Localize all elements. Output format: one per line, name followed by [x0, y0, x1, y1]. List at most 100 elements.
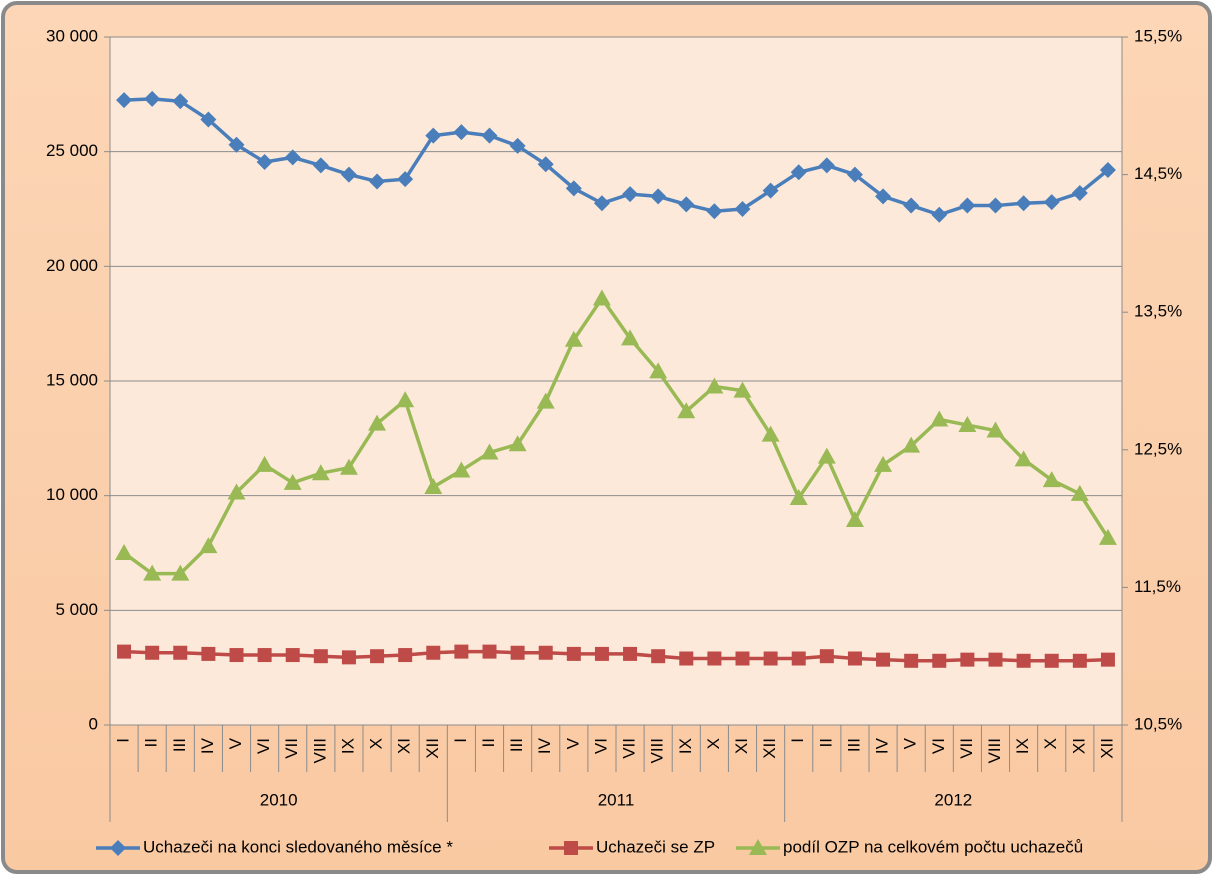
marker — [480, 443, 499, 460]
marker — [1043, 194, 1060, 211]
x-tick-label: XII — [1097, 738, 1116, 759]
marker — [876, 652, 891, 667]
marker — [453, 124, 470, 141]
marker — [509, 137, 526, 154]
marker — [1016, 653, 1031, 668]
marker — [285, 648, 300, 663]
y-tick-label: 10 000 — [46, 485, 98, 504]
marker — [341, 650, 356, 665]
marker — [847, 651, 862, 666]
legend-label: podíl OZP na celkovém počtu uchazečů — [783, 837, 1083, 856]
marker — [650, 188, 667, 205]
marker — [932, 653, 947, 668]
marker — [622, 186, 639, 203]
marker — [481, 127, 498, 144]
marker — [143, 564, 162, 581]
x-tick-label: XI — [1069, 738, 1088, 754]
marker — [845, 510, 864, 527]
x-tick-label: I — [788, 738, 807, 743]
marker — [734, 201, 751, 217]
x-tick-label: IV — [873, 737, 892, 754]
x-group-label: 2010 — [260, 790, 298, 809]
x-tick-label: IX — [676, 738, 695, 754]
marker — [144, 90, 161, 107]
x-tick-label: X — [367, 738, 386, 749]
marker — [117, 644, 132, 659]
marker — [424, 477, 443, 494]
x-tick-label: VIII — [310, 738, 329, 764]
marker — [594, 646, 609, 661]
marker — [986, 421, 1005, 438]
marker — [763, 651, 778, 666]
marker — [229, 648, 244, 663]
marker — [339, 458, 358, 475]
marker — [790, 164, 807, 181]
y2-tick-label: 13,5% — [1134, 302, 1182, 321]
marker — [510, 645, 525, 660]
marker — [370, 649, 385, 664]
marker — [707, 651, 722, 666]
legend-label: Uchazeči na konci sledovaného měsíce * — [143, 837, 453, 856]
marker — [257, 648, 272, 663]
x-tick-label: XI — [395, 738, 414, 754]
marker — [115, 544, 134, 560]
marker — [201, 646, 216, 661]
marker — [566, 646, 581, 661]
x-tick-label: VI — [254, 738, 273, 754]
y-tick-label: 30 000 — [46, 26, 98, 45]
x-tick-label: V — [901, 737, 920, 749]
marker — [1071, 184, 1088, 201]
marker — [649, 362, 668, 379]
marker — [228, 136, 245, 153]
marker — [1015, 195, 1032, 212]
marker — [200, 111, 217, 128]
x-tick-label: II — [816, 738, 835, 747]
marker — [789, 488, 808, 505]
y-tick-label: 0 — [89, 714, 98, 733]
x-group-label: 2012 — [934, 790, 972, 809]
marker — [396, 391, 415, 408]
x-tick-label: VI — [591, 738, 610, 754]
legend-marker — [110, 840, 126, 856]
x-tick-label: VI — [929, 738, 948, 754]
marker — [368, 414, 387, 431]
marker — [623, 646, 638, 661]
marker — [145, 645, 160, 660]
marker — [199, 537, 218, 554]
marker — [762, 182, 779, 199]
x-group-label: 2011 — [598, 790, 635, 809]
x-tick-label: VII — [620, 738, 639, 759]
marker — [902, 436, 921, 453]
legend-marker — [564, 841, 578, 855]
x-tick-label: I — [451, 738, 470, 743]
marker — [313, 649, 328, 664]
y2-tick-label: 10,5% — [1134, 714, 1182, 733]
x-tick-label: IV — [198, 737, 217, 754]
y-tick-label: 15 000 — [46, 370, 98, 389]
marker — [931, 206, 948, 223]
x-tick-label: VII — [282, 738, 301, 759]
x-tick-label: IX — [338, 738, 357, 754]
legend-marker — [749, 839, 767, 855]
marker — [960, 652, 975, 667]
y-tick-label: 5 000 — [55, 600, 98, 619]
y-tick-label: 25 000 — [46, 141, 98, 160]
marker — [705, 377, 724, 394]
marker — [761, 425, 780, 442]
marker — [592, 289, 611, 306]
x-tick-label: III — [507, 738, 526, 752]
marker — [1044, 653, 1059, 668]
x-tick-label: III — [844, 738, 863, 752]
x-tick-label: V — [563, 737, 582, 749]
marker — [593, 195, 610, 212]
marker — [677, 402, 696, 419]
y-tick-label: 20 000 — [46, 256, 98, 275]
x-tick-label: X — [704, 738, 723, 749]
y2-tick-label: 12,5% — [1134, 439, 1182, 458]
marker — [256, 153, 273, 170]
marker — [1072, 653, 1087, 668]
marker — [1042, 471, 1061, 488]
marker — [537, 156, 554, 173]
marker — [398, 648, 413, 663]
